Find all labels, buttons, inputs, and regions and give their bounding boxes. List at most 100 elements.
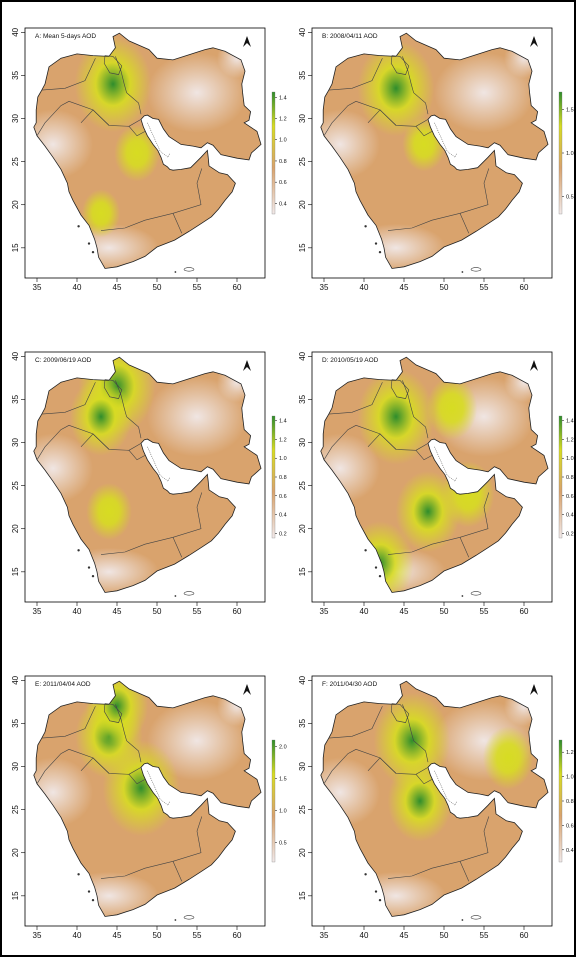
legend-tick-label: 0.4 (279, 201, 287, 207)
country-border (172, 213, 183, 234)
country-border (128, 450, 146, 461)
country-border (415, 774, 433, 785)
country-border (115, 704, 142, 763)
legend-tick-label: 1.4 (279, 419, 287, 425)
x-tick-label: 55 (480, 607, 489, 616)
gulf-coast-detail (147, 122, 171, 158)
north-arrow-icon (243, 684, 251, 695)
country-border (459, 537, 470, 558)
y-tick-label: 30 (11, 438, 20, 447)
low-aod-area (147, 52, 247, 133)
gulf-coast-detail (434, 770, 458, 806)
x-tick-label: 45 (113, 607, 122, 616)
aod-hotspot (74, 36, 152, 133)
map-panel-e: E: 2011/04/04 AOD 35 40 45 50 55 60 15 20 25 30 35 4… (11, 675, 287, 940)
legend-tick-label: 0.2 (279, 531, 287, 537)
x-tick-label: 55 (193, 283, 202, 292)
y-tick-label: 15 (11, 891, 20, 900)
x-tick-label: 55 (480, 931, 489, 940)
y-tick-label: 25 (298, 805, 307, 814)
legend-colorbar (558, 739, 563, 863)
x-tick-label: 40 (360, 931, 369, 940)
legend-tick-label: 1.0 (279, 456, 287, 462)
island-dot (77, 225, 80, 228)
country-border (459, 861, 470, 882)
country-border (128, 774, 146, 785)
legend-tick-label: 1.0 (566, 456, 574, 462)
y-tick-label: 30 (11, 762, 20, 771)
y-tick-label: 15 (298, 891, 307, 900)
x-tick-label: 60 (520, 931, 529, 940)
x-tick-label: 40 (360, 283, 369, 292)
x-tick-label: 60 (233, 283, 242, 292)
legend-tick-label: 0.6 (279, 494, 287, 500)
x-tick-label: 55 (193, 607, 202, 616)
low-aod-area (33, 757, 93, 828)
legend-colorbar (558, 415, 563, 539)
island-dot (87, 890, 91, 893)
country-border (402, 704, 429, 763)
country-border (80, 757, 110, 774)
x-tick-label: 35 (33, 283, 42, 292)
y-tick-label: 40 (298, 27, 307, 36)
aod-hotspot (69, 377, 133, 456)
legend-tick-label: 1.5 (279, 777, 287, 783)
x-tick-label: 45 (400, 283, 409, 292)
map-panel-c: C: 2009/06/19 AOD 35 40 45 50 55 60 15 20 25 30 35 4… (11, 351, 287, 616)
island-dot (378, 574, 382, 578)
legend-tick-label: 1.0 (279, 809, 287, 815)
low-aod-area (434, 52, 534, 133)
y-tick-label: 30 (298, 762, 307, 771)
country-border (323, 101, 357, 136)
country-border (323, 749, 357, 784)
island-dot (87, 242, 91, 245)
coastline (320, 356, 549, 593)
x-tick-label: 60 (520, 283, 529, 292)
legend-tick-label: 0.6 (566, 823, 574, 829)
island-dot (91, 898, 95, 902)
y-tick-label: 40 (11, 675, 20, 684)
island-dot (374, 242, 378, 245)
country-border (41, 382, 96, 415)
island-dot (374, 890, 378, 893)
legend-tick-label: 0.6 (279, 180, 287, 186)
panel-title: E: 2011/04/04 AOD (35, 681, 91, 688)
legend-tick-label: 1.0 (279, 138, 287, 144)
legend-tick-label: 0.6 (566, 494, 574, 500)
country-border (328, 706, 383, 739)
coastline (33, 680, 262, 917)
island-dot (461, 919, 464, 921)
legend-tick-label: 1.2 (279, 437, 287, 443)
island-dot (378, 250, 382, 254)
y-tick-label: 25 (298, 157, 307, 166)
legend-tick-label: 1.2 (566, 437, 574, 443)
x-tick-label: 50 (153, 607, 162, 616)
gulf-coast-detail (434, 122, 458, 158)
legend-tick-label: 0.8 (566, 475, 574, 481)
legend-tick-label: 0.2 (566, 531, 574, 537)
y-tick-label: 25 (298, 481, 307, 490)
x-tick-label: 45 (113, 931, 122, 940)
socotra-island (183, 915, 195, 920)
x-tick-label: 50 (153, 931, 162, 940)
socotra-island (183, 267, 195, 272)
island-dot (364, 225, 367, 228)
y-tick-label: 35 (298, 70, 307, 79)
y-tick-label: 20 (298, 848, 307, 857)
coastline (33, 356, 262, 593)
y-tick-label: 40 (298, 675, 307, 684)
north-arrow-icon (530, 684, 538, 695)
y-tick-label: 20 (11, 200, 20, 209)
legend-colorbar (271, 415, 276, 539)
region-border (103, 55, 123, 75)
y-tick-label: 35 (11, 394, 20, 403)
legend-tick-label: 0.8 (566, 799, 574, 805)
coastline (33, 32, 262, 269)
socotra-island (470, 267, 482, 272)
country-border (402, 380, 429, 439)
north-arrow-icon (243, 360, 251, 371)
island-dot (461, 595, 464, 597)
